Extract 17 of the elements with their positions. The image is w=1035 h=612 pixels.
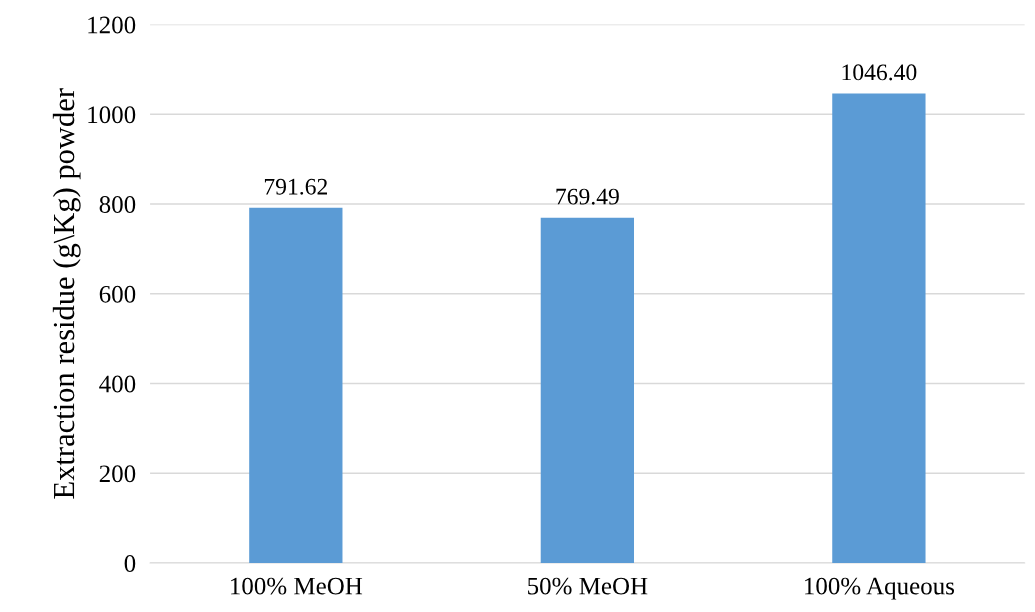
data-label: 791.62 bbox=[264, 178, 327, 195]
bar bbox=[249, 207, 343, 564]
y-tick-label: 200 bbox=[99, 465, 136, 483]
data-label: 1046.40 bbox=[842, 64, 917, 81]
y-tick-label: 600 bbox=[99, 285, 136, 303]
y-tick-label: 1200 bbox=[88, 16, 136, 34]
y-axis-title: Extraction residue (g\Kg) powder bbox=[52, 88, 81, 499]
y-tick-label: 800 bbox=[99, 196, 136, 213]
x-tick-label: 100% MeOH bbox=[231, 577, 363, 595]
x-tick-label: 100% Aqueous bbox=[805, 577, 955, 600]
y-tick-label: 1000 bbox=[88, 106, 136, 124]
y-tick-label: 400 bbox=[99, 375, 136, 393]
x-tick-label: 50% MeOH bbox=[528, 577, 648, 595]
y-tick-label: 0 bbox=[124, 555, 136, 572]
data-label: 769.49 bbox=[556, 188, 619, 205]
bar bbox=[540, 217, 635, 564]
bar bbox=[832, 93, 926, 564]
